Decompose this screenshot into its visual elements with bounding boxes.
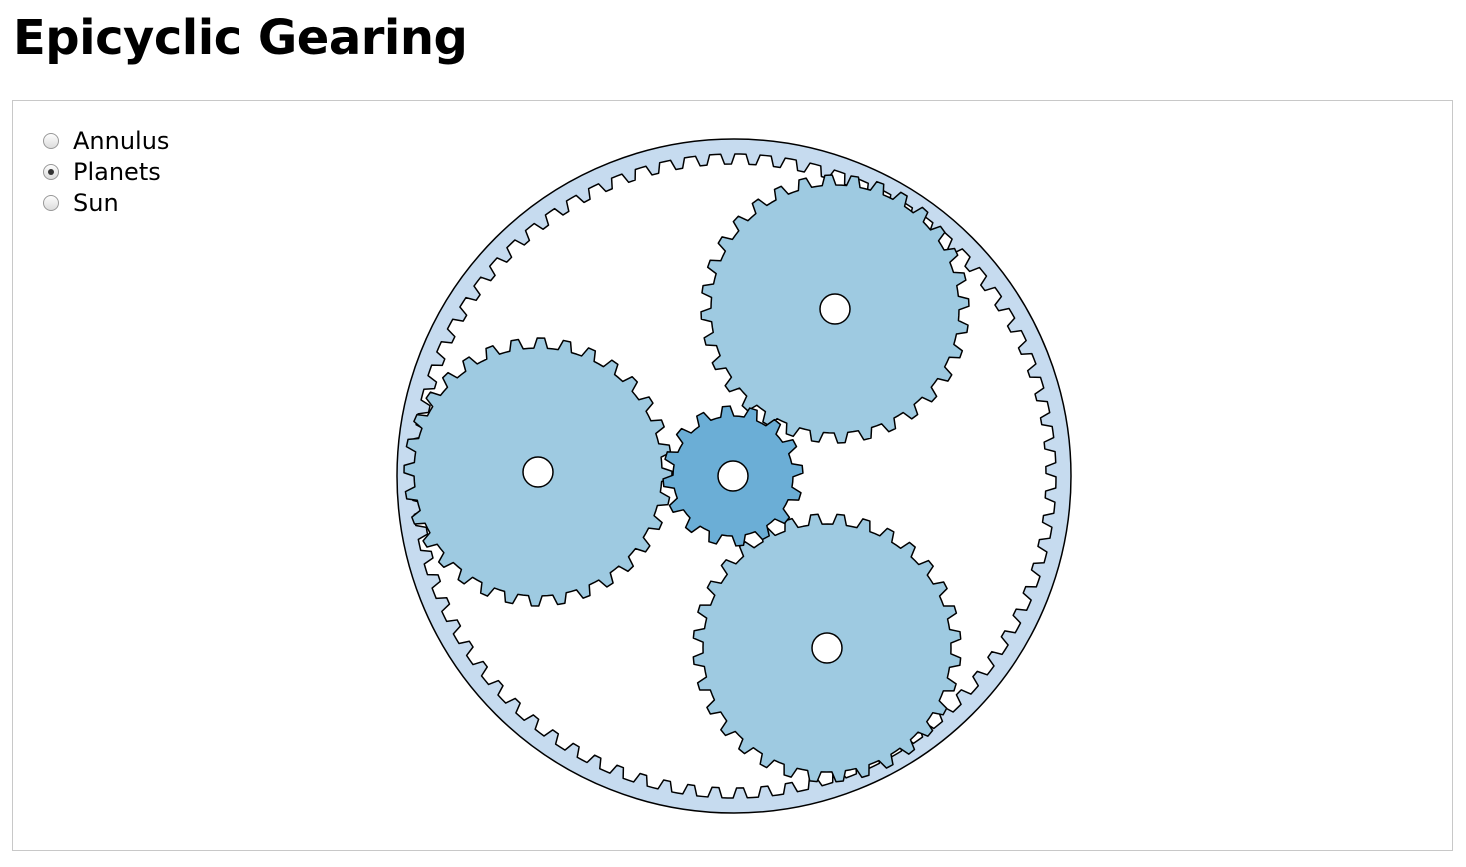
option-annulus-label: Annulus xyxy=(73,126,170,155)
annulus-radio[interactable] xyxy=(43,132,59,149)
frame-of-reference-options: Annulus Planets Sun xyxy=(43,125,169,218)
gear-frame xyxy=(12,100,1453,851)
planet-gear-top xyxy=(700,174,970,444)
option-sun[interactable]: Sun xyxy=(43,187,169,218)
planets-radio[interactable] xyxy=(43,163,59,180)
option-annulus[interactable]: Annulus xyxy=(43,125,169,156)
sun-radio[interactable] xyxy=(43,194,59,211)
planet-gear-left xyxy=(403,337,673,607)
page-title: Epicyclic Gearing xyxy=(13,10,468,66)
planet-gear-bottom xyxy=(692,513,962,783)
option-planets[interactable]: Planets xyxy=(43,156,169,187)
sun-gear xyxy=(662,405,804,547)
option-planets-label: Planets xyxy=(73,157,161,186)
option-sun-label: Sun xyxy=(73,188,119,217)
